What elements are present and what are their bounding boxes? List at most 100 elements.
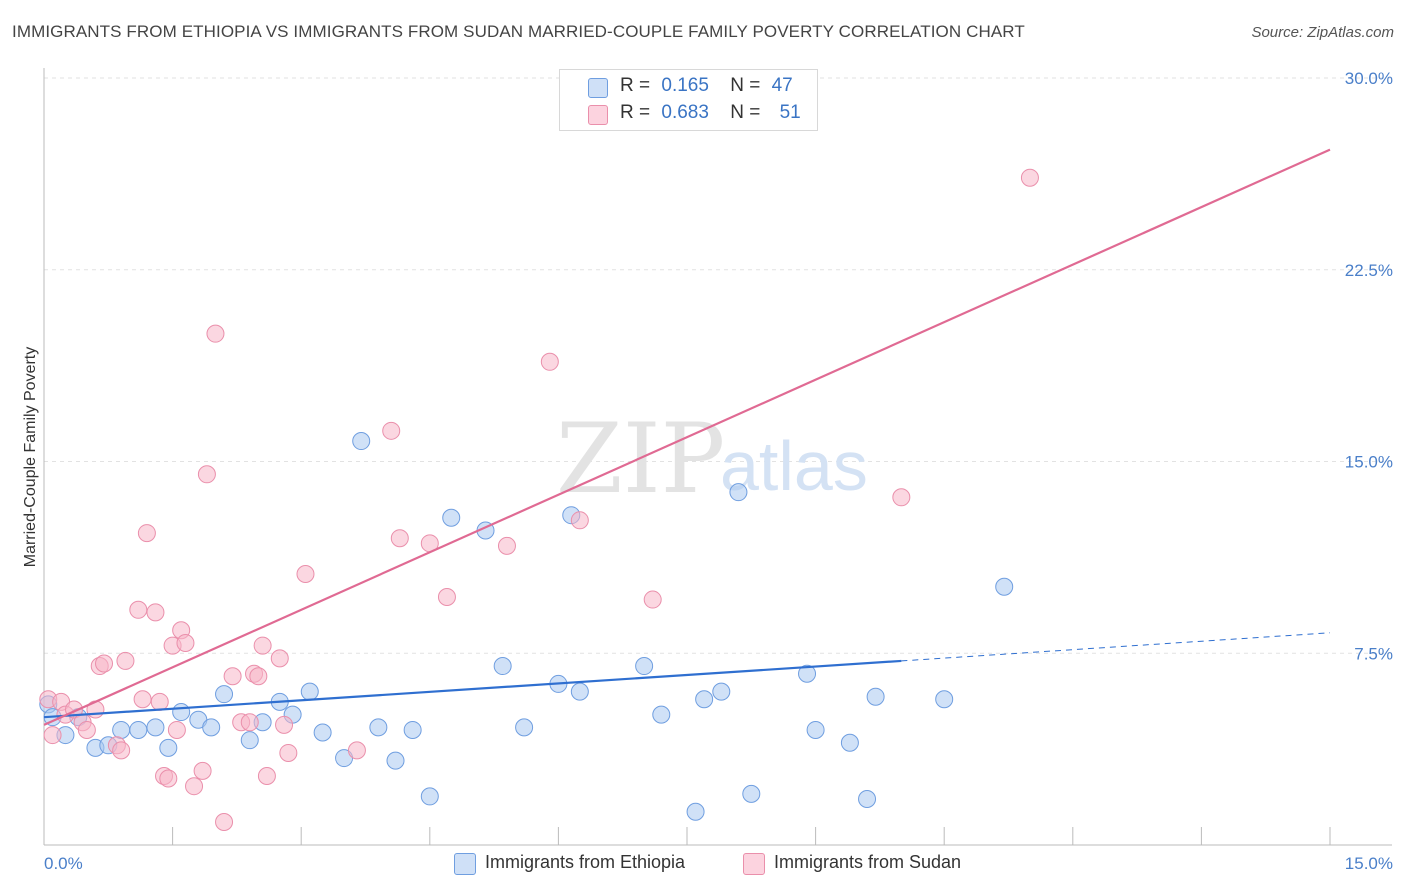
legend-swatch-sudan <box>588 105 608 125</box>
data-point <box>150 692 169 711</box>
data-point <box>382 421 401 440</box>
data-point <box>133 690 152 709</box>
trend-lines <box>43 148 1331 726</box>
legend-r-label: R = <box>620 75 651 96</box>
data-point <box>742 784 761 803</box>
data-point <box>206 324 225 343</box>
data-point <box>112 741 131 760</box>
data-points <box>39 168 1039 831</box>
legend-n-value: 51 <box>779 102 801 123</box>
legend-n-value: 47 <box>771 75 793 96</box>
data-point <box>112 720 131 739</box>
data-point <box>442 508 461 527</box>
trend-line-ethiopia <box>43 659 902 719</box>
bottom-legend-swatch-ethiopia <box>454 853 476 875</box>
chart-title: IMMIGRANTS FROM ETHIOPIA VS IMMIGRANTS F… <box>12 22 1025 41</box>
data-point <box>643 590 662 609</box>
x-tick-label: 15.0% <box>1345 854 1393 873</box>
data-point <box>712 682 731 701</box>
y-tick-label: 30.0% <box>1345 69 1393 88</box>
data-point <box>202 718 221 737</box>
data-point <box>223 667 242 686</box>
legend-r-label: R = <box>620 102 651 123</box>
data-point <box>437 588 456 607</box>
data-point <box>159 738 178 757</box>
trend-extension-ethiopia <box>901 632 1331 662</box>
axis-labels: 7.5% 15.0% 22.5% 30.0% 0.0% 15.0% <box>44 69 1393 873</box>
data-point <box>892 488 911 507</box>
data-point <box>390 529 409 548</box>
data-point <box>806 720 825 739</box>
data-point <box>635 657 654 676</box>
series-sudan <box>39 168 1039 831</box>
data-point <box>270 649 289 668</box>
data-point <box>129 720 148 739</box>
correlation-legend: R = 0.165 N = 47 R = 0.683 N = 51 <box>559 69 818 131</box>
data-point <box>159 769 178 788</box>
y-tick-label: 22.5% <box>1345 261 1393 280</box>
data-point <box>129 600 148 619</box>
data-point <box>253 636 272 655</box>
bottom-legend-swatch-sudan <box>743 853 765 875</box>
data-point <box>386 751 405 770</box>
data-point <box>570 511 589 530</box>
grid <box>44 77 1392 654</box>
data-point <box>369 718 388 737</box>
data-point <box>313 723 332 742</box>
data-point <box>240 713 259 732</box>
data-point <box>167 720 186 739</box>
trend-line-sudan <box>43 148 1331 726</box>
data-point <box>403 720 422 739</box>
data-point <box>420 787 439 806</box>
data-point <box>193 761 212 780</box>
data-point <box>840 733 859 752</box>
data-point <box>279 743 298 762</box>
data-point <box>352 432 371 451</box>
data-point <box>995 577 1014 596</box>
data-point <box>686 802 705 821</box>
legend-swatch-ethiopia <box>588 78 608 98</box>
bottom-legend-label-ethiopia: Immigrants from Ethiopia <box>485 852 686 872</box>
data-point <box>515 718 534 737</box>
legend-n-label: N = <box>730 102 761 123</box>
data-point <box>652 705 671 724</box>
source-label: Source: ZipAtlas.com <box>1251 24 1394 41</box>
data-point <box>249 667 268 686</box>
data-point <box>116 651 135 670</box>
data-point <box>540 352 559 371</box>
data-point <box>695 690 714 709</box>
data-point <box>729 483 748 502</box>
data-point <box>172 703 191 722</box>
data-point <box>1020 168 1039 187</box>
data-point <box>275 715 294 734</box>
y-tick-label: 15.0% <box>1345 453 1393 472</box>
data-point <box>215 685 234 704</box>
data-point <box>300 682 319 701</box>
y-axis-label: Married-Couple Family Poverty <box>22 347 39 568</box>
x-tick-label: 0.0% <box>44 854 83 873</box>
data-point <box>77 720 96 739</box>
data-point <box>215 812 234 831</box>
y-tick-label: 7.5% <box>1354 644 1393 663</box>
data-point <box>185 777 204 796</box>
watermark: ZIP atlas <box>556 403 868 515</box>
data-point <box>570 682 589 701</box>
data-point <box>176 634 195 653</box>
legend-n-label: N = <box>730 75 761 96</box>
data-point <box>197 465 216 484</box>
data-point <box>146 603 165 622</box>
data-point <box>493 657 512 676</box>
legend-r-value: 0.683 <box>661 102 709 123</box>
data-point <box>43 726 62 745</box>
data-point <box>347 741 366 760</box>
data-point <box>257 766 276 785</box>
data-point <box>497 536 516 555</box>
data-point <box>137 524 156 543</box>
data-point <box>866 687 885 706</box>
data-point <box>95 654 114 673</box>
data-point <box>240 731 259 750</box>
legend-r-value: 0.165 <box>661 75 709 96</box>
data-point <box>146 718 165 737</box>
data-point <box>858 789 877 808</box>
